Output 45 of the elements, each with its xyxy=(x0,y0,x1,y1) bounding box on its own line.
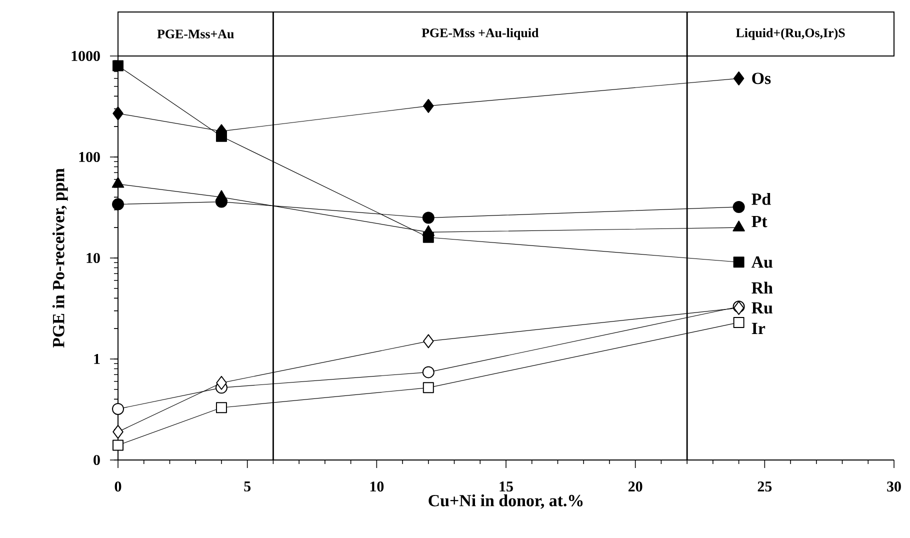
x-tick-label: 25 xyxy=(758,482,772,492)
x-tick-label: 15 xyxy=(500,482,513,492)
series-label: Au xyxy=(752,256,773,268)
point xyxy=(733,316,744,328)
point xyxy=(732,200,745,213)
text: Liquid+(Ru,Os,Ir)S xyxy=(736,28,845,40)
series-label: Ir xyxy=(752,322,766,334)
point xyxy=(112,198,124,210)
point xyxy=(422,366,434,378)
point xyxy=(112,60,124,72)
point xyxy=(112,402,124,415)
point xyxy=(216,130,227,142)
point xyxy=(733,256,744,268)
x-tick-label: 0 xyxy=(114,482,122,492)
x-tick-label: 10 xyxy=(370,482,384,492)
point xyxy=(112,106,124,120)
y-tick-label: 1 xyxy=(94,354,100,364)
point xyxy=(423,334,434,348)
point xyxy=(732,220,745,232)
y-tick-label: 100 xyxy=(79,152,100,162)
point xyxy=(112,424,124,439)
point xyxy=(422,225,435,236)
point xyxy=(112,177,124,188)
y-tick-label: 10 xyxy=(86,252,100,264)
point xyxy=(112,440,124,451)
point xyxy=(733,71,744,86)
series-label: Pt xyxy=(752,216,768,228)
x-tick-label: 30 xyxy=(887,482,901,492)
point xyxy=(423,98,434,113)
text: PGE-Mss +Au-liquid xyxy=(422,28,539,40)
series-label: Pd xyxy=(752,193,771,205)
x-tick-label: 5 xyxy=(244,482,251,492)
series-label: Os xyxy=(752,72,771,84)
point xyxy=(216,376,227,390)
point xyxy=(216,402,227,414)
text: PGE-Mss+Au xyxy=(157,30,234,38)
series-label: Ru xyxy=(752,302,773,314)
y-tick-label: 0 xyxy=(94,454,100,466)
x-axis-title: Cu+Ni in donor, at.% xyxy=(428,494,583,509)
y-axis-title: PGE in Po-receiver, ppm xyxy=(52,168,68,348)
series-label: Rh xyxy=(752,282,773,294)
y-tick-label: 1000 xyxy=(72,50,100,62)
x-tick-label: 20 xyxy=(628,482,642,492)
point xyxy=(422,382,434,394)
point xyxy=(422,212,434,224)
